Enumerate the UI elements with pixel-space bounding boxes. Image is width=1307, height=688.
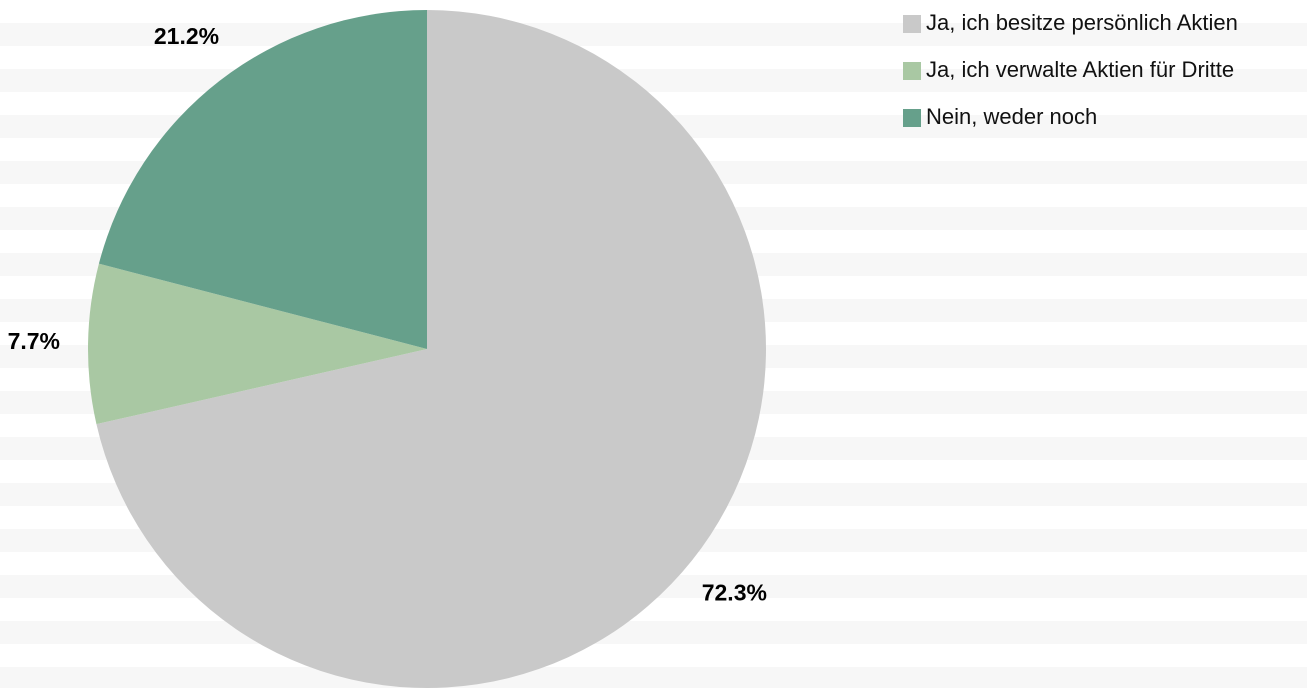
- legend-swatch: [903, 15, 921, 33]
- legend-label: Ja, ich verwalte Aktien für Dritte: [926, 57, 1234, 82]
- pie-slice: [88, 263, 428, 425]
- value-label: 72.3%: [702, 579, 767, 605]
- legend-label: Nein, weder noch: [926, 104, 1097, 129]
- legend-swatch: [903, 62, 921, 80]
- pie-slice: [96, 10, 766, 688]
- value-label: 7.7%: [8, 328, 60, 354]
- pie-slice: [98, 10, 428, 349]
- legend-swatch: [903, 109, 921, 127]
- value-label: 21.2%: [154, 23, 219, 49]
- legend-label: Ja, ich besitze persönlich Aktien: [926, 10, 1238, 35]
